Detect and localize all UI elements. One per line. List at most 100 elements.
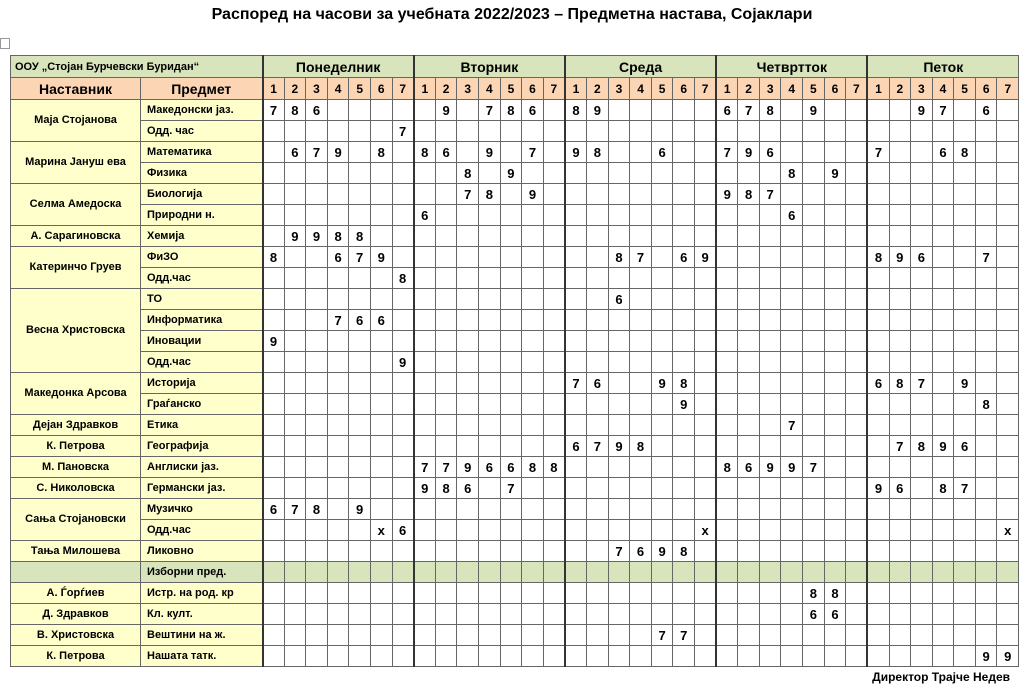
period-cell <box>737 267 760 289</box>
period-cell <box>521 225 544 247</box>
period-cell <box>348 183 371 205</box>
period-cell <box>953 645 976 667</box>
period-cell: 9 <box>823 162 847 184</box>
period-cell <box>845 99 868 121</box>
period-cell <box>996 435 1020 457</box>
period-cell <box>823 435 847 457</box>
period-cell: 8 <box>391 267 415 289</box>
teacher: Дејан Здравков <box>10 414 141 436</box>
period-cell <box>737 519 760 541</box>
period-cell: 9 <box>283 225 307 247</box>
period-cell <box>888 267 912 289</box>
subject: Природни н. <box>140 204 263 226</box>
footer: Директор Трајче Недев <box>872 670 1010 684</box>
period-cell <box>478 351 501 373</box>
period-cell <box>845 183 868 205</box>
period-cell <box>931 645 955 667</box>
teacher: Македонка Арсова <box>10 372 141 415</box>
period-cell <box>542 225 566 247</box>
period-cell <box>802 246 825 268</box>
elective-cell <box>823 561 847 583</box>
period-cell <box>434 204 458 226</box>
elective-cell <box>996 561 1020 583</box>
period-cell <box>629 414 652 436</box>
period-cell <box>931 120 955 142</box>
teacher: Тања Милошева <box>10 540 141 562</box>
period-cell <box>456 204 480 226</box>
subject: Географија <box>140 435 263 457</box>
period-cell <box>607 393 631 415</box>
subject-row: А. Ѓорѓиев Истр. на род. кр 8 8 <box>10 582 1020 604</box>
period-cell <box>758 498 782 520</box>
subject-row: Физика 8 9 8 9 <box>11 162 1020 184</box>
period-cell: 8 <box>521 456 544 478</box>
period-cell <box>456 540 480 562</box>
period-cell <box>694 603 717 625</box>
period-cell <box>694 120 717 142</box>
period-cell <box>369 393 393 415</box>
period-cell <box>563 120 588 142</box>
period-cell <box>823 204 847 226</box>
teacher: Весна Христовска <box>10 288 141 373</box>
period-cell <box>758 288 782 310</box>
period-cell <box>996 120 1020 142</box>
period-cell <box>802 519 825 541</box>
period-cell <box>672 120 696 142</box>
period-number: 1 <box>412 77 436 100</box>
period-cell <box>845 246 868 268</box>
period-cell <box>974 288 998 310</box>
elective-cell <box>412 561 436 583</box>
period-cell <box>456 435 480 457</box>
period-cell <box>694 309 717 331</box>
period-cell <box>845 414 868 436</box>
period-cell <box>369 540 393 562</box>
period-cell <box>974 162 998 184</box>
period-cell <box>953 120 976 142</box>
period-cell <box>456 309 480 331</box>
subject: Иновации <box>140 330 263 352</box>
period-cell <box>521 330 544 352</box>
period-cell <box>910 624 933 646</box>
period-cell <box>542 393 566 415</box>
period-cell <box>607 603 631 625</box>
elective-cell <box>563 561 588 583</box>
period-cell: 9 <box>996 645 1020 667</box>
elective-cell <box>953 561 976 583</box>
period-cell <box>261 309 285 331</box>
period-cell <box>931 372 955 394</box>
period-cell: 7 <box>802 456 825 478</box>
period-cell: 6 <box>326 246 350 268</box>
period-cell <box>456 393 480 415</box>
subject: ФиЗО <box>140 246 263 268</box>
period-cell <box>563 456 588 478</box>
period-cell <box>348 519 371 541</box>
period-cell <box>434 246 458 268</box>
period-cell <box>607 204 631 226</box>
period-cell <box>996 414 1020 436</box>
period-cell <box>823 99 847 121</box>
period-cell <box>715 204 739 226</box>
period-cell <box>391 540 415 562</box>
period-cell: 6 <box>456 477 480 499</box>
period-cell <box>563 393 588 415</box>
period-cell: 9 <box>434 99 458 121</box>
period-cell: 8 <box>412 141 436 163</box>
period-number: 6 <box>369 77 393 100</box>
elective-cell <box>434 561 458 583</box>
period-cell <box>586 456 609 478</box>
period-cell <box>737 477 760 499</box>
period-cell <box>866 351 890 373</box>
period-cell <box>261 603 285 625</box>
period-cell: 8 <box>563 99 588 121</box>
elective-cell <box>326 561 350 583</box>
period-cell <box>586 477 609 499</box>
period-cell <box>326 624 350 646</box>
period-cell <box>542 141 566 163</box>
period-cell <box>910 162 933 184</box>
period-cell <box>478 162 501 184</box>
period-cell <box>499 372 523 394</box>
period-cell <box>931 183 955 205</box>
period-cell <box>542 330 566 352</box>
period-cell <box>542 540 566 562</box>
period-cell <box>607 519 631 541</box>
